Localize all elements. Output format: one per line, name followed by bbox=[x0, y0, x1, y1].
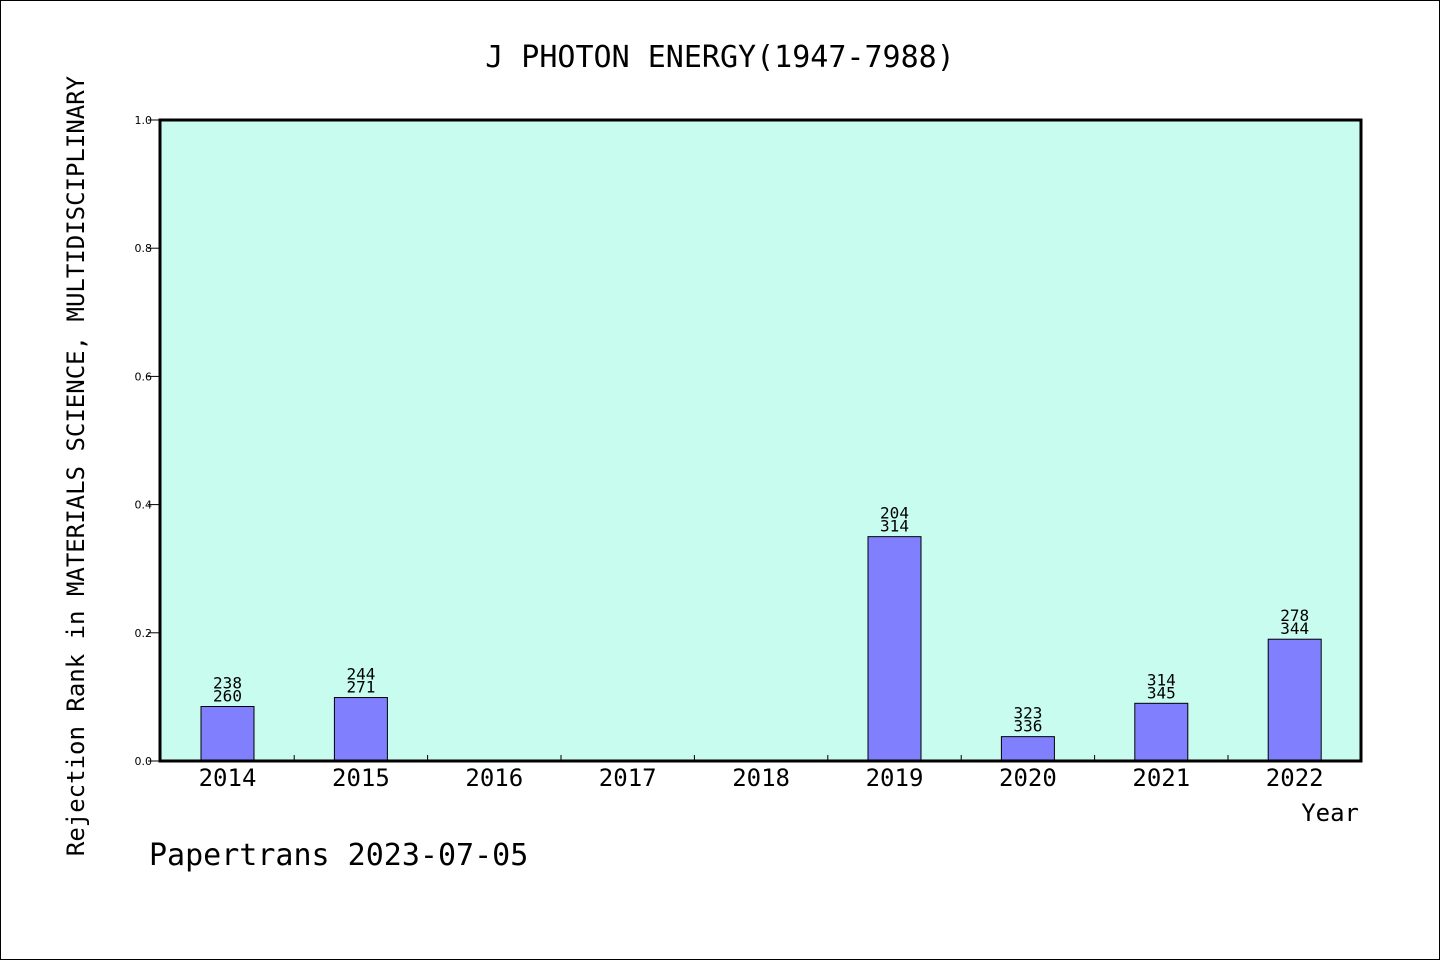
y-tick-label: 0.8 bbox=[135, 242, 153, 255]
bar bbox=[1267, 638, 1322, 762]
y-tick-label: 0.6 bbox=[135, 370, 153, 383]
bar-label-bottom: 260 bbox=[213, 687, 242, 706]
bar-label-bottom: 314 bbox=[880, 517, 909, 536]
y-tick-label: 0.4 bbox=[135, 499, 153, 512]
bar-label-top: 238 bbox=[213, 674, 242, 693]
x-tick-label: 2020 bbox=[999, 764, 1057, 792]
x-tick-label: 2014 bbox=[199, 764, 257, 792]
bar-label-top: 323 bbox=[1013, 704, 1042, 723]
y-axis: 0.0 0.2 0.4 0.6 0.8 1.0 bbox=[135, 114, 160, 768]
x-tick-label: 2016 bbox=[465, 764, 523, 792]
bar-label-top: 278 bbox=[1280, 606, 1309, 625]
bar-label-top: 314 bbox=[1147, 670, 1176, 689]
bar bbox=[200, 706, 255, 762]
x-tick-label: 2022 bbox=[1266, 764, 1324, 792]
x-tick-label: 2015 bbox=[332, 764, 390, 792]
bar-label-bottom: 336 bbox=[1013, 717, 1042, 736]
x-tick-label: 2019 bbox=[866, 764, 924, 792]
bar bbox=[1134, 702, 1189, 762]
bar-label-top: 244 bbox=[346, 665, 375, 684]
bar bbox=[1000, 736, 1055, 762]
plot-area bbox=[160, 120, 1361, 761]
x-tick-label: 2018 bbox=[732, 764, 790, 792]
bar-label-bottom: 271 bbox=[346, 678, 375, 697]
x-axis: 2014 2015 2016 2017 2018 2019 2020 2021 2022 bbox=[199, 755, 1324, 792]
bar bbox=[333, 697, 388, 762]
y-tick-label: 0.0 bbox=[135, 755, 153, 768]
y-tick-label: 1.0 bbox=[135, 114, 153, 127]
bar-label-bottom: 345 bbox=[1147, 683, 1176, 702]
chart-title: J PHOTON ENERGY(1947-7988) bbox=[485, 40, 955, 75]
y-axis-label: Rejection Rank in MATERIALS SCIENCE, MUL… bbox=[62, 75, 90, 856]
plot-border bbox=[158, 118, 1363, 763]
bar bbox=[867, 536, 922, 762]
bar-label-bottom: 344 bbox=[1280, 619, 1309, 638]
x-tick-label: 2017 bbox=[599, 764, 657, 792]
x-axis-label: Year bbox=[1301, 799, 1359, 827]
footer-credit: Papertrans 2023-07-05 bbox=[149, 838, 528, 873]
x-tick-label: 2021 bbox=[1132, 764, 1190, 792]
bar-label-top: 204 bbox=[880, 504, 909, 523]
y-tick-label: 0.2 bbox=[135, 627, 153, 640]
